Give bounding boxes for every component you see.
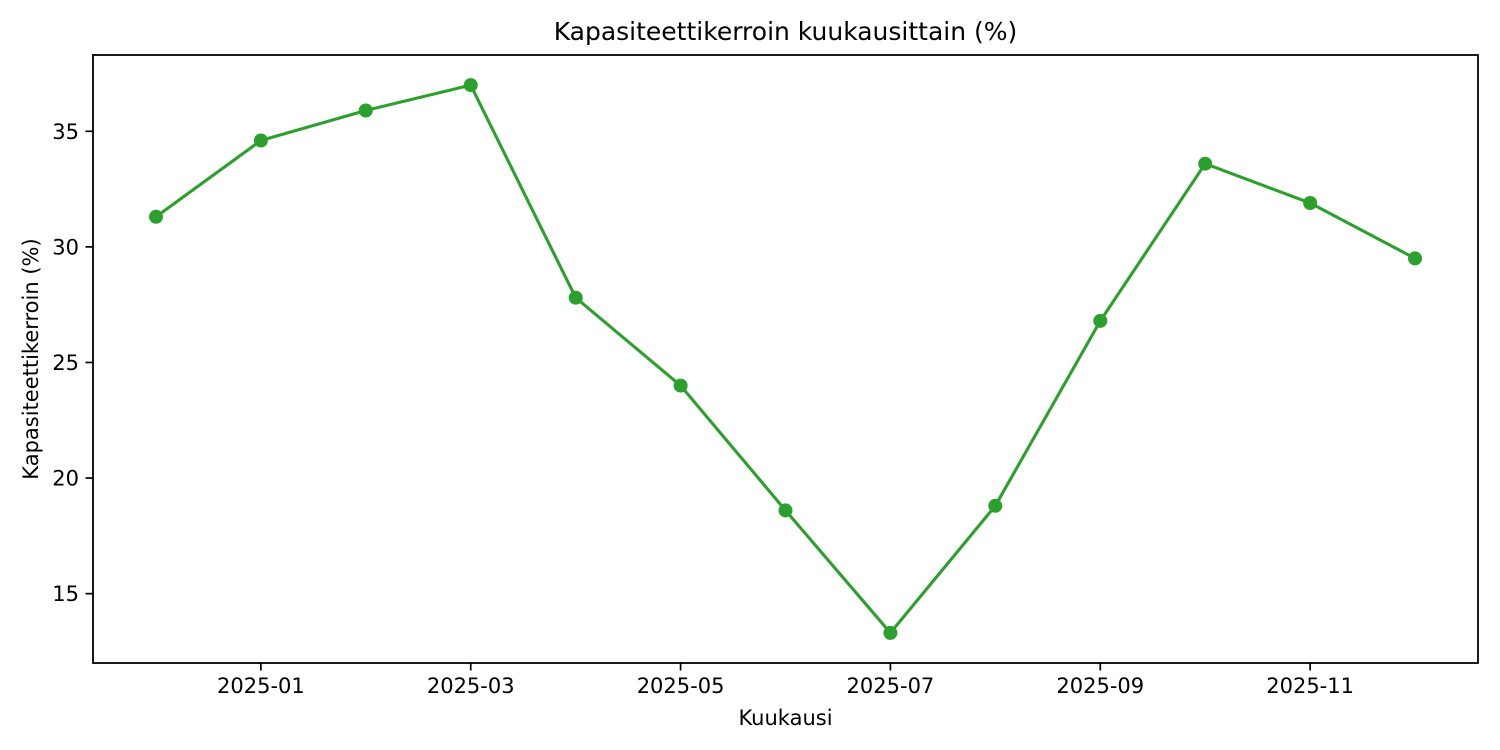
data-point [778,503,793,518]
x-tick-label: 2025-01 [217,674,305,698]
data-point [673,378,688,393]
plot-area: 15 20 25 30 35 2025-01 2025-03 2025-05 2025-07 20… [52,54,1479,698]
data-point [149,209,163,224]
data-point [1408,251,1422,266]
y-tick-label: 35 [52,120,79,144]
series-line [154,83,1417,635]
data-point [568,290,583,305]
data-point [1093,313,1108,328]
data-point [253,133,268,148]
y-tick-label: 20 [52,467,79,491]
x-tick-label: 2025-05 [637,674,725,698]
x-tick-label: 2025-09 [1056,674,1144,698]
x-tick-label: 2025-03 [427,674,515,698]
data-point [463,78,478,93]
data-point [1303,196,1318,210]
chart-title: Kapasiteettikerroin kuukausittain (%) [554,17,1018,46]
axes-spines [92,54,1479,664]
x-axis-label: Kuukausi [738,706,832,730]
x-tick-label: 2025-07 [847,674,935,698]
data-point [1198,156,1213,171]
y-tick-label: 30 [52,235,79,259]
data-point [883,625,898,640]
data-point [988,498,1003,513]
x-tick-label: 2025-11 [1266,674,1354,698]
data-point [358,103,373,118]
y-tick-label: 25 [52,351,79,375]
y-axis-label: Kapasiteettikerroin (%) [19,238,43,479]
y-tick-label: 15 [52,582,79,606]
